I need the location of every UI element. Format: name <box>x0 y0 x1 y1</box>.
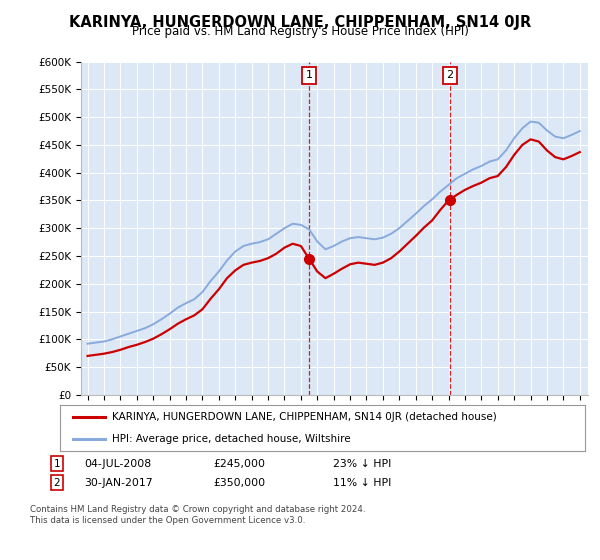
Text: This data is licensed under the Open Government Licence v3.0.: This data is licensed under the Open Gov… <box>30 516 305 525</box>
Text: HPI: Average price, detached house, Wiltshire: HPI: Average price, detached house, Wilt… <box>113 435 351 444</box>
Text: 04-JUL-2008: 04-JUL-2008 <box>84 459 151 469</box>
Text: 2: 2 <box>53 478 61 488</box>
Text: Price paid vs. HM Land Registry's House Price Index (HPI): Price paid vs. HM Land Registry's House … <box>131 25 469 38</box>
Text: £350,000: £350,000 <box>213 478 265 488</box>
Text: 23% ↓ HPI: 23% ↓ HPI <box>333 459 391 469</box>
Text: KARINYA, HUNGERDOWN LANE, CHIPPENHAM, SN14 0JR: KARINYA, HUNGERDOWN LANE, CHIPPENHAM, SN… <box>69 15 531 30</box>
Text: Contains HM Land Registry data © Crown copyright and database right 2024.: Contains HM Land Registry data © Crown c… <box>30 505 365 514</box>
Text: 2: 2 <box>446 71 454 81</box>
Text: 30-JAN-2017: 30-JAN-2017 <box>84 478 152 488</box>
Text: 1: 1 <box>305 71 313 81</box>
Text: KARINYA, HUNGERDOWN LANE, CHIPPENHAM, SN14 0JR (detached house): KARINYA, HUNGERDOWN LANE, CHIPPENHAM, SN… <box>113 412 497 422</box>
Text: £245,000: £245,000 <box>213 459 265 469</box>
Text: 11% ↓ HPI: 11% ↓ HPI <box>333 478 391 488</box>
Text: 1: 1 <box>53 459 61 469</box>
